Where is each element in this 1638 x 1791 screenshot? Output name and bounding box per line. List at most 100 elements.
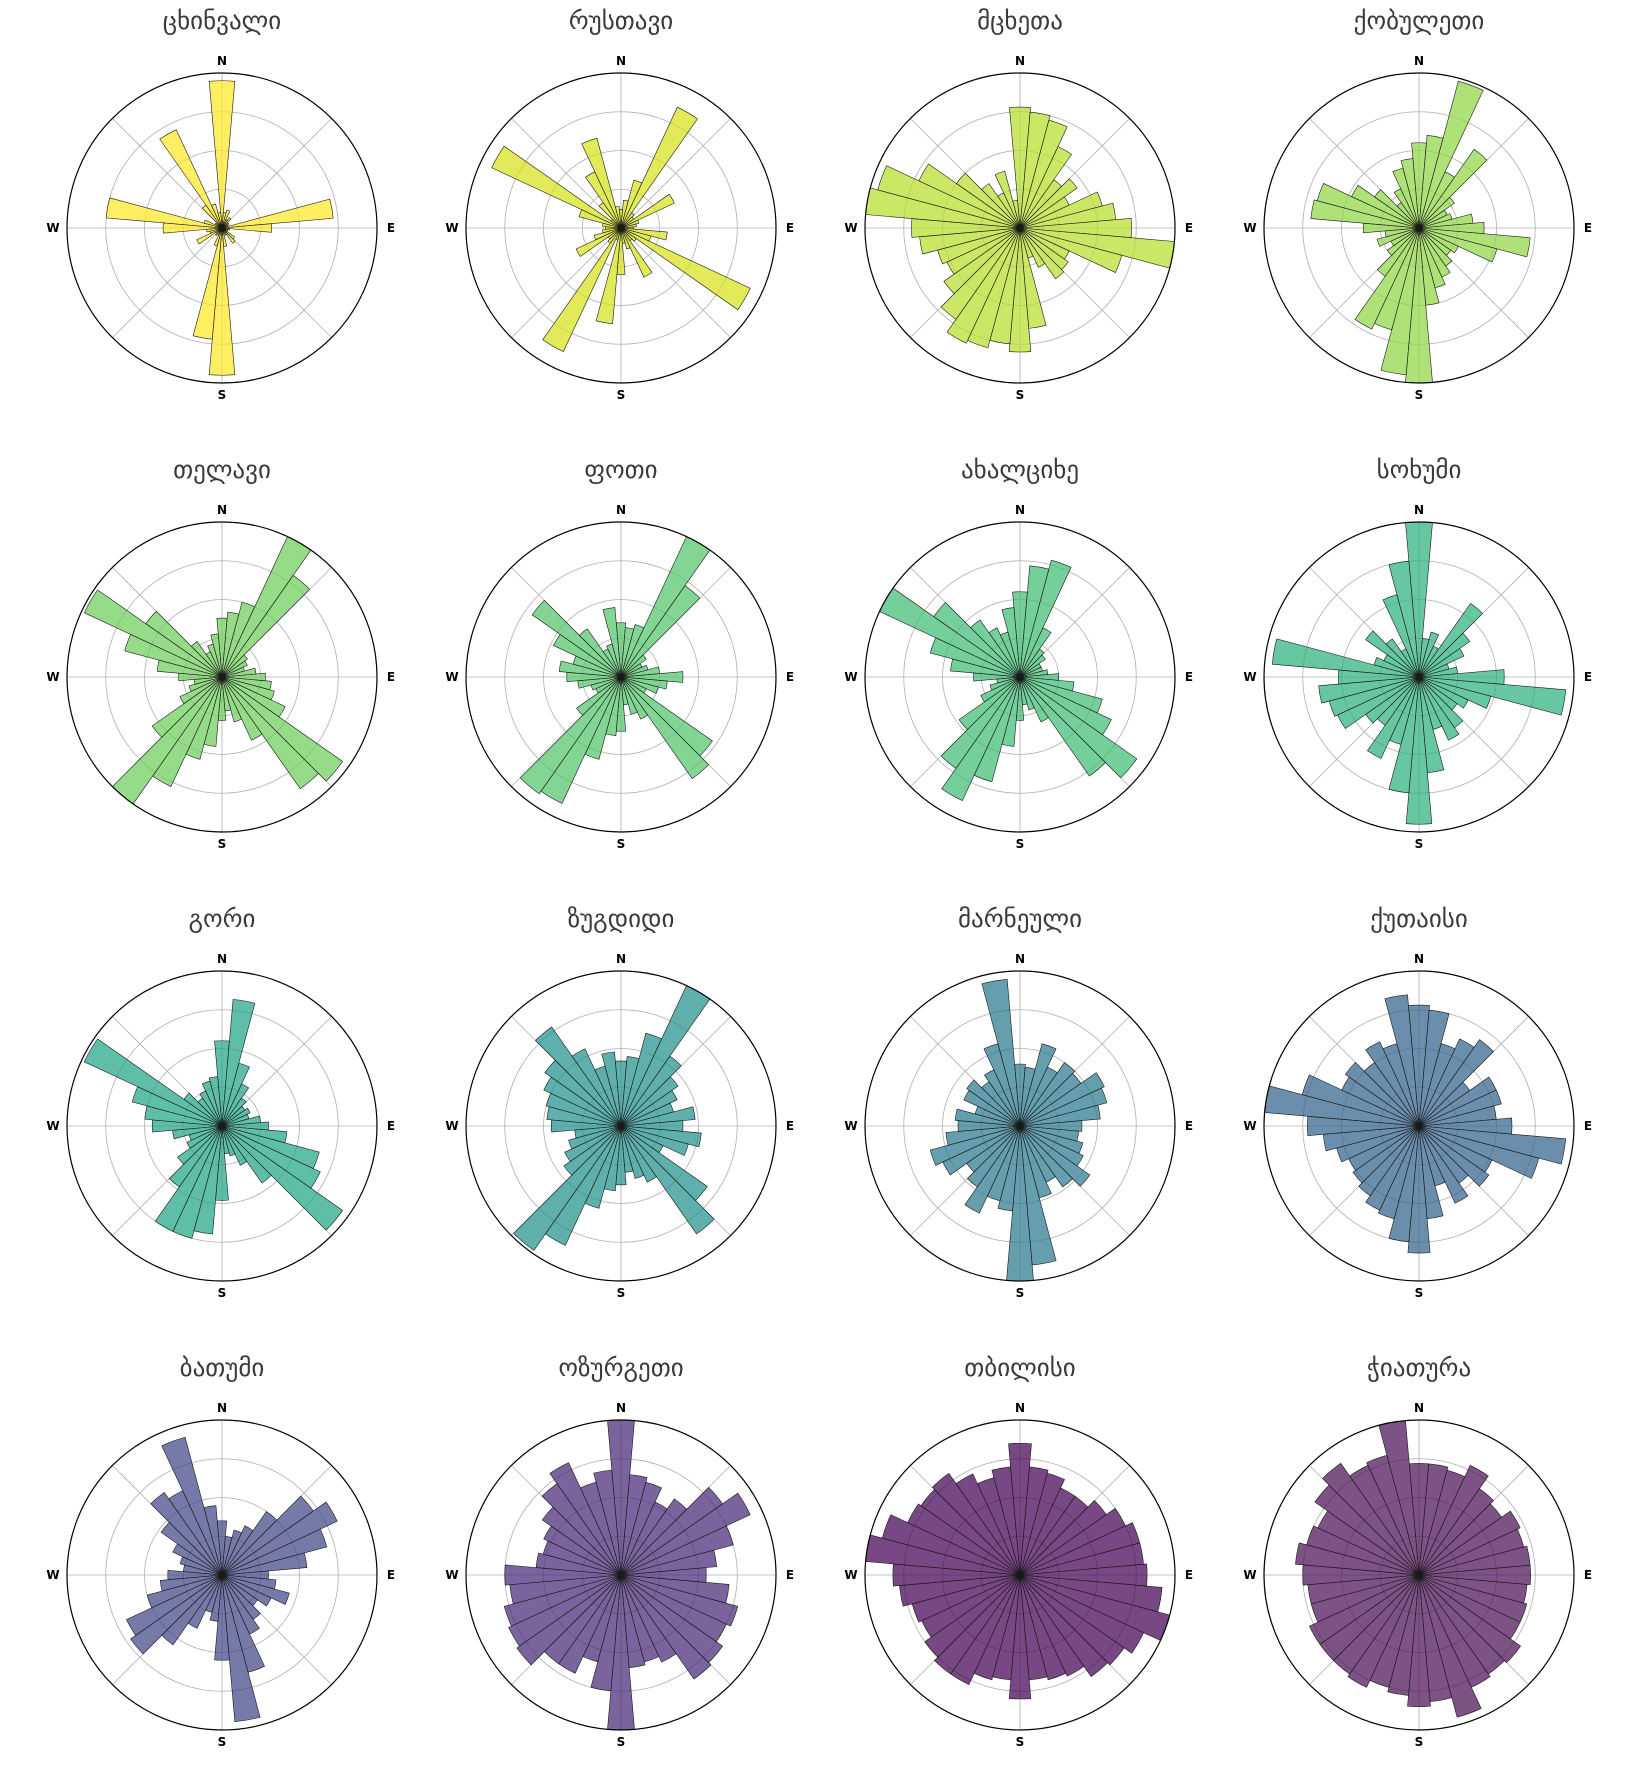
wind-bar <box>1418 1465 1489 1576</box>
wind-bar <box>1367 676 1420 759</box>
wind-bar <box>1019 1472 1065 1576</box>
wind-bar <box>179 676 223 705</box>
wind-bar <box>576 676 622 716</box>
direction-label: S <box>1016 837 1025 851</box>
wind-bar <box>620 1574 712 1680</box>
direction-label: E <box>1584 1568 1592 1582</box>
wind-bar <box>1316 183 1420 229</box>
chart-title: ფოთი <box>584 455 658 484</box>
wind-bar <box>221 1107 251 1127</box>
wind-bar <box>563 1125 622 1176</box>
wind-bar <box>620 676 649 720</box>
wind-bar <box>620 212 635 229</box>
wind-bar <box>595 227 622 325</box>
wind-bar <box>602 227 622 234</box>
wind-bar <box>1019 676 1106 777</box>
outer-ring <box>66 970 378 1282</box>
direction-label: W <box>1243 1568 1256 1582</box>
wind-bar <box>221 198 334 229</box>
wind-bar <box>221 676 344 782</box>
outer-ring <box>1263 1419 1575 1731</box>
polar-plot: N E S W <box>844 503 1193 851</box>
wind-bar <box>83 589 223 678</box>
direction-label: S <box>1415 1735 1424 1749</box>
wind-bar <box>221 1062 250 1127</box>
wind-bar <box>183 1092 223 1127</box>
wind-bar <box>615 206 622 229</box>
wind-bar <box>1352 1125 1420 1184</box>
wind-bar <box>208 227 236 376</box>
wind-bar <box>1418 676 1492 709</box>
chart-title: ქუთაისი <box>1370 904 1468 933</box>
wind-bar <box>934 1574 1021 1675</box>
wind-bar <box>519 676 622 795</box>
wind-bar <box>991 1466 1021 1576</box>
direction-label: S <box>1415 388 1424 402</box>
chart-panel: ზუგდიდი N E S W <box>421 902 821 1342</box>
wind-bar <box>1376 227 1420 277</box>
direction-label: W <box>445 1119 458 1133</box>
wind-bar <box>549 1462 622 1576</box>
chart-title: თბილისი <box>964 1353 1076 1382</box>
polar-plot: N E S W <box>1243 952 1592 1300</box>
wind-bar <box>1019 1574 1109 1677</box>
chart-panel: თელავი N E S W <box>22 453 422 893</box>
wind-bar <box>221 1125 236 1157</box>
wind-bar <box>1019 178 1078 229</box>
direction-label: S <box>1016 1286 1025 1300</box>
wind-bar <box>159 1574 223 1592</box>
wind-bar <box>1019 1120 1083 1132</box>
wind-bar <box>1418 648 1465 678</box>
wind-bar <box>221 1097 247 1127</box>
wind-bar <box>620 1125 657 1183</box>
wind-bar <box>221 654 248 678</box>
wind-bar <box>516 1574 622 1666</box>
wind-bar <box>578 628 622 678</box>
wind-bar <box>564 1125 622 1162</box>
wind-bar <box>620 676 710 779</box>
direction-label: W <box>1243 670 1256 684</box>
direction-label: W <box>46 1568 59 1582</box>
chart-title: ახალციხე <box>960 455 1080 484</box>
wind-bar <box>620 536 711 678</box>
polar-plot: N E S W <box>46 1401 395 1749</box>
wind-bar <box>1405 676 1433 825</box>
wind-bar <box>221 227 236 244</box>
outer-ring <box>864 521 1176 833</box>
wind-bar <box>177 1125 223 1165</box>
wind-bar <box>571 1048 622 1127</box>
grid-spoke <box>620 227 731 338</box>
grid-spoke <box>221 227 332 338</box>
chart-title: მცხეთა <box>977 6 1063 35</box>
direction-label: S <box>617 388 626 402</box>
wind-bar <box>575 227 622 257</box>
polar-plot: N E S W <box>844 1401 1193 1749</box>
chart-title: გორი <box>188 904 256 933</box>
wind-bar <box>531 599 622 678</box>
chart-panel: ბათუმი N E S W <box>22 1351 422 1791</box>
wind-bar <box>1019 227 1123 273</box>
direction-label: N <box>1015 54 1025 68</box>
direction-label: S <box>1016 388 1025 402</box>
direction-label: S <box>1415 1286 1424 1300</box>
wind-bar <box>1365 1041 1420 1127</box>
wind-bar <box>620 106 698 229</box>
direction-label: W <box>844 221 857 235</box>
wind-bar <box>1019 1125 1091 1187</box>
wind-bar <box>217 212 223 229</box>
wind-bar <box>620 1125 715 1235</box>
direction-label: W <box>46 221 59 235</box>
direction-label: N <box>1015 503 1025 517</box>
wind-bar <box>1418 676 1469 709</box>
chart-title: ცხინვალი <box>162 6 282 35</box>
polar-plot: N E S W <box>844 952 1193 1300</box>
wind-bar <box>1309 1574 1420 1645</box>
wind-bar <box>146 1574 223 1609</box>
wind-bar <box>1009 106 1031 229</box>
outer-ring <box>465 521 777 833</box>
wind-bar <box>221 223 272 233</box>
wind-bar <box>186 1125 223 1149</box>
direction-label: S <box>617 1735 626 1749</box>
wind-bar <box>907 1503 1021 1576</box>
direction-label: N <box>616 952 626 966</box>
